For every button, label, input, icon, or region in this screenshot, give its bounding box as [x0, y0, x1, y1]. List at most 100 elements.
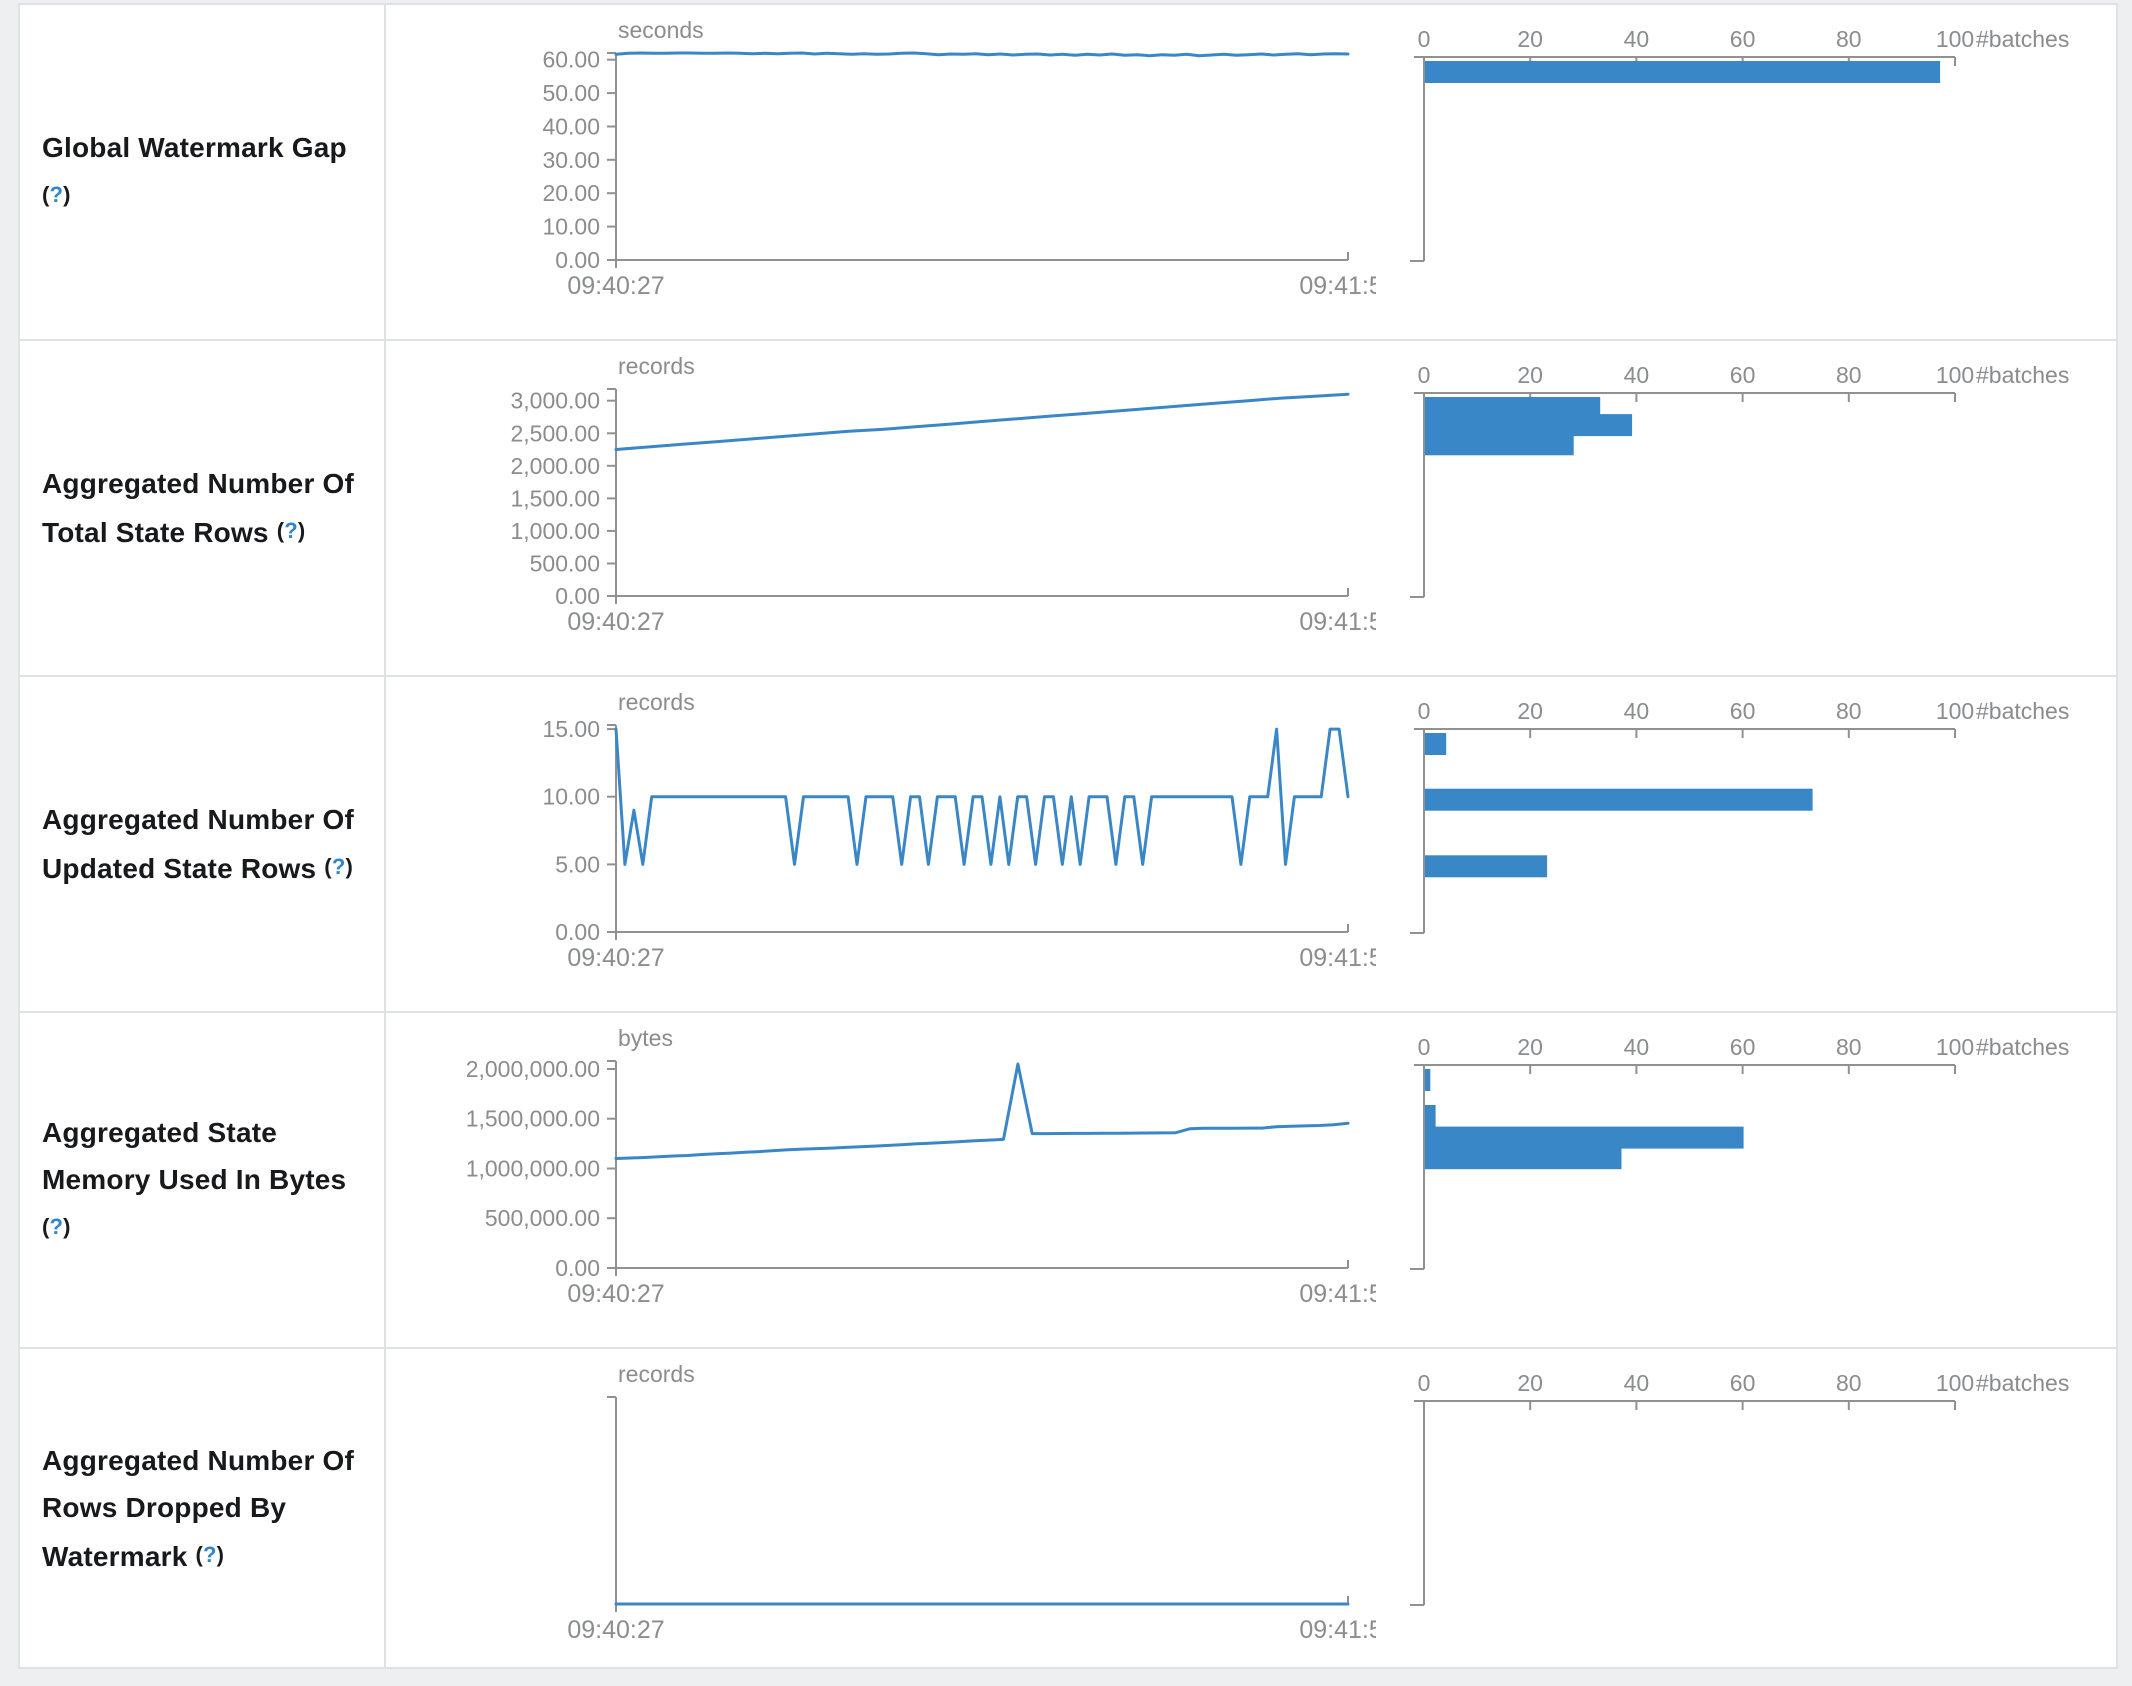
svg-text:80: 80: [1836, 26, 1862, 52]
svg-text:0: 0: [1418, 1370, 1431, 1396]
help-link[interactable]: (?): [42, 182, 71, 207]
svg-text:80: 80: [1836, 1034, 1862, 1060]
svg-text:10.00: 10.00: [542, 784, 600, 810]
timeline-chart: seconds 60.00 50.00 40.00 30.00 20.00 10.00 0.0…: [386, 5, 1376, 339]
svg-text:80: 80: [1836, 1370, 1862, 1396]
svg-text:09:41:56: 09:41:56: [1299, 272, 1376, 300]
timeline-plot: seconds 60.00 50.00 40.00 30.00 20.00 10.00 0.0…: [542, 17, 1376, 300]
help-paren-close: ): [297, 518, 306, 543]
svg-text:50.00: 50.00: [542, 80, 600, 106]
svg-text:records: records: [618, 353, 695, 379]
histogram-chart: 0 20 40 60 80 100 #batches: [1376, 1013, 2116, 1347]
svg-text:0: 0: [1418, 362, 1431, 388]
svg-text:100: 100: [1936, 26, 1974, 52]
svg-text:500,000.00: 500,000.00: [485, 1205, 600, 1231]
metric-label: Global Watermark Gap (?): [42, 124, 366, 220]
svg-text:1,500,000.00: 1,500,000.00: [466, 1106, 600, 1132]
svg-text:100: 100: [1936, 1370, 1974, 1396]
question-mark-icon: ?: [49, 182, 64, 207]
svg-text:100: 100: [1936, 698, 1974, 724]
timeline-line: [614, 51, 1350, 58]
metric-row: Global Watermark Gap (?) seconds 60.00 50.…: [20, 5, 2116, 341]
svg-text:10.00: 10.00: [542, 214, 600, 240]
svg-text:0: 0: [1418, 698, 1431, 724]
help-paren-close: ): [216, 1541, 225, 1567]
svg-text:30.00: 30.00: [542, 147, 600, 173]
metric-label-cell: Aggregated Number Of Total State Rows (?…: [20, 341, 386, 675]
help-link[interactable]: (?): [324, 854, 353, 879]
svg-text:bytes: bytes: [618, 1025, 673, 1051]
histogram-chart: 0 20 40 60 80 100 #batches: [1376, 5, 2116, 339]
svg-text:40: 40: [1624, 698, 1650, 724]
question-mark-icon: ?: [203, 1541, 217, 1567]
svg-text:100: 100: [1936, 362, 1974, 388]
svg-text:40: 40: [1624, 362, 1650, 388]
svg-text:0.00: 0.00: [555, 247, 600, 273]
svg-text:0: 0: [1418, 1034, 1431, 1060]
svg-text:2,000,000.00: 2,000,000.00: [466, 1056, 600, 1082]
metric-label-text: Aggregated Number Of Updated State Rows: [42, 804, 355, 884]
svg-text:60: 60: [1730, 698, 1756, 724]
metric-label: Aggregated Number Of Updated State Rows …: [42, 796, 366, 892]
svg-text:seconds: seconds: [618, 17, 704, 43]
svg-text:2,000.00: 2,000.00: [510, 453, 600, 479]
svg-text:1,000.00: 1,000.00: [510, 518, 600, 544]
svg-text:09:40:27: 09:40:27: [567, 1616, 664, 1644]
svg-text:20: 20: [1517, 362, 1543, 388]
svg-text:09:40:27: 09:40:27: [567, 1280, 664, 1308]
svg-text:09:41:56: 09:41:56: [1299, 944, 1376, 972]
svg-text:60: 60: [1730, 1034, 1756, 1060]
question-mark-icon: ?: [331, 854, 346, 879]
svg-text:60.00: 60.00: [542, 47, 600, 73]
svg-text:40: 40: [1624, 26, 1650, 52]
svg-text:0: 0: [1418, 26, 1431, 52]
svg-text:60: 60: [1730, 26, 1756, 52]
timeline-line: [614, 392, 1350, 451]
svg-text:09:40:27: 09:40:27: [567, 944, 664, 972]
timeline-line: [614, 727, 1350, 866]
svg-text:0.00: 0.00: [555, 1255, 600, 1281]
histogram-chart: 0 20 40 60 80 100 #batches: [1376, 341, 2116, 675]
help-link[interactable]: (?): [42, 1214, 71, 1239]
histogram-chart: 0 20 40 60 80 100 #batches: [1376, 677, 2116, 1011]
timeline-chart: records 09:40:27 09:41:56: [386, 1349, 1376, 1667]
svg-text:2,500.00: 2,500.00: [510, 420, 600, 446]
metric-row: Aggregated State Memory Used In Bytes (?…: [20, 1013, 2116, 1349]
help-link[interactable]: (?): [195, 1542, 224, 1567]
svg-text:09:41:56: 09:41:56: [1299, 608, 1376, 636]
metrics-table: Global Watermark Gap (?) seconds 60.00 50.…: [18, 3, 2118, 1669]
svg-text:20.00: 20.00: [542, 180, 600, 206]
help-paren-close: ): [63, 182, 71, 207]
svg-text:500.00: 500.00: [530, 551, 600, 577]
help-paren-open: (: [42, 182, 50, 207]
help-paren-open: (: [42, 1213, 50, 1239]
metric-label-cell: Global Watermark Gap (?): [20, 5, 386, 339]
svg-text:#batches: #batches: [1976, 1370, 2069, 1396]
histogram-bar: [1425, 397, 1601, 419]
timeline-plot: records 3,000.00 2,500.00 2,000.00 1,500.00 1…: [510, 353, 1376, 636]
svg-text:100: 100: [1936, 1034, 1974, 1060]
svg-text:60: 60: [1730, 1370, 1756, 1396]
timeline-plot: bytes 2,000,000.00 1,500,000.00 1,000,000.0…: [466, 1025, 1376, 1308]
svg-text:20: 20: [1517, 26, 1543, 52]
help-link[interactable]: (?): [277, 518, 306, 543]
histogram-bar: [1425, 855, 1548, 878]
histogram-plot: 0 20 40 60 80 100 #batches: [1410, 1034, 2069, 1270]
help-paren-open: (: [276, 518, 285, 543]
timeline-line: [614, 1062, 1350, 1160]
question-mark-icon: ?: [284, 518, 298, 543]
metric-label: Aggregated Number Of Rows Dropped By Wat…: [42, 1437, 366, 1580]
svg-text:5.00: 5.00: [555, 851, 600, 877]
metric-label-cell: Aggregated Number Of Rows Dropped By Wat…: [20, 1349, 386, 1667]
metric-label-text: Global Watermark Gap: [42, 132, 347, 163]
svg-text:09:40:27: 09:40:27: [567, 272, 664, 300]
svg-text:0.00: 0.00: [555, 919, 600, 945]
histogram-bar: [1425, 1126, 1744, 1149]
metric-label-cell: Aggregated State Memory Used In Bytes (?…: [20, 1013, 386, 1347]
svg-text:80: 80: [1836, 362, 1862, 388]
svg-text:1,500.00: 1,500.00: [510, 485, 600, 511]
svg-text:#batches: #batches: [1976, 698, 2069, 724]
svg-text:20: 20: [1517, 1034, 1543, 1060]
svg-text:60: 60: [1730, 362, 1756, 388]
metric-label-text: Aggregated State Memory Used In Bytes: [42, 1116, 347, 1195]
